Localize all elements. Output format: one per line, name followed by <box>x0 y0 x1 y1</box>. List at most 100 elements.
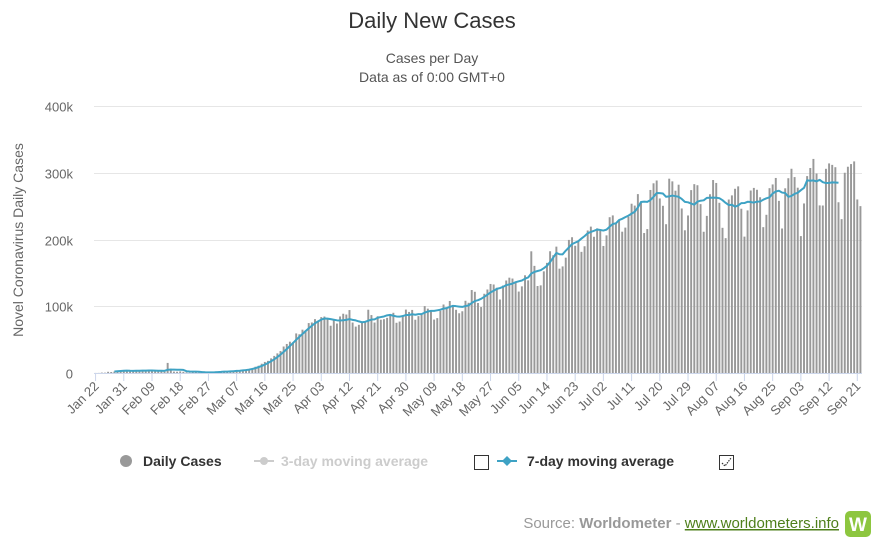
daily-case-bar[interactable] <box>455 309 458 373</box>
daily-case-bar[interactable] <box>361 322 363 373</box>
daily-case-bar[interactable] <box>110 372 113 373</box>
daily-case-bar[interactable] <box>574 245 577 373</box>
daily-case-bar[interactable] <box>567 239 570 373</box>
daily-case-bar[interactable] <box>589 226 592 373</box>
daily-case-bar[interactable] <box>658 198 661 373</box>
daily-case-bar[interactable] <box>693 184 696 373</box>
daily-case-bar[interactable] <box>163 371 166 373</box>
daily-case-bar[interactable] <box>267 360 269 373</box>
daily-case-bar[interactable] <box>464 300 467 373</box>
daily-case-bar[interactable] <box>342 313 345 373</box>
daily-case-bar[interactable] <box>749 190 752 373</box>
daily-case-bar[interactable] <box>608 217 611 373</box>
daily-case-bar[interactable] <box>113 371 116 373</box>
daily-case-bar[interactable] <box>536 286 539 373</box>
daily-case-bar[interactable] <box>734 188 737 373</box>
daily-case-bar[interactable] <box>307 323 310 373</box>
daily-case-bar[interactable] <box>514 282 517 373</box>
daily-case-bar[interactable] <box>332 320 335 373</box>
daily-case-bar[interactable] <box>245 369 247 373</box>
daily-case-bar[interactable] <box>517 291 520 373</box>
daily-case-bar[interactable] <box>345 314 348 373</box>
daily-case-bar[interactable] <box>408 311 410 373</box>
seven-day-toggle-checkbox[interactable] <box>719 455 734 470</box>
daily-case-bar[interactable] <box>314 319 316 373</box>
daily-case-bar[interactable] <box>768 188 771 373</box>
daily-case-bar[interactable] <box>677 184 680 373</box>
daily-case-bar[interactable] <box>480 307 483 373</box>
daily-case-bar[interactable] <box>241 370 244 373</box>
daily-case-bar[interactable] <box>185 372 188 373</box>
daily-case-bar[interactable] <box>329 325 332 373</box>
daily-case-bar[interactable] <box>508 277 511 373</box>
daily-case-bar[interactable] <box>668 178 671 373</box>
daily-case-bar[interactable] <box>445 307 448 373</box>
daily-case-bar[interactable] <box>433 319 436 373</box>
daily-case-bar[interactable] <box>571 237 574 373</box>
daily-case-bar[interactable] <box>317 321 320 373</box>
daily-case-bar[interactable] <box>721 227 724 373</box>
daily-case-bar[interactable] <box>803 203 805 373</box>
daily-case-bar[interactable] <box>809 168 812 373</box>
daily-case-bar[interactable] <box>687 215 689 373</box>
daily-case-bar[interactable] <box>379 319 382 373</box>
daily-case-bar[interactable] <box>542 271 545 373</box>
daily-case-bar[interactable] <box>602 245 605 373</box>
daily-case-bar[interactable] <box>640 202 642 373</box>
daily-case-bar[interactable] <box>492 284 495 373</box>
daily-case-bar[interactable] <box>737 186 740 373</box>
daily-case-bar[interactable] <box>194 372 197 373</box>
daily-case-bar[interactable] <box>320 317 323 373</box>
daily-case-bar[interactable] <box>661 205 664 373</box>
daily-case-bar[interactable] <box>702 231 705 373</box>
daily-case-bar[interactable] <box>743 236 746 373</box>
daily-case-bar[interactable] <box>141 370 144 373</box>
daily-case-bar[interactable] <box>326 319 329 373</box>
daily-case-bar[interactable] <box>828 163 831 373</box>
daily-case-bar[interactable] <box>674 190 677 373</box>
daily-case-bar[interactable] <box>665 224 668 373</box>
daily-case-bar[interactable] <box>483 293 486 373</box>
daily-case-bar[interactable] <box>135 370 138 373</box>
daily-case-bar[interactable] <box>777 200 780 373</box>
daily-case-bar[interactable] <box>436 318 439 373</box>
daily-case-bar[interactable] <box>138 370 141 373</box>
daily-case-bar[interactable] <box>821 205 824 373</box>
daily-case-bar[interactable] <box>580 251 583 373</box>
daily-case-bar[interactable] <box>157 371 160 373</box>
daily-case-bar[interactable] <box>558 268 561 373</box>
daily-case-bar[interactable] <box>856 199 859 373</box>
daily-case-bar[interactable] <box>859 206 862 374</box>
daily-case-bar[interactable] <box>254 366 257 373</box>
daily-case-bar[interactable] <box>273 355 276 373</box>
source-link[interactable]: www.worldometers.info <box>684 515 839 532</box>
daily-case-bar[interactable] <box>104 372 106 374</box>
daily-case-bar[interactable] <box>533 265 536 373</box>
daily-case-bar[interactable] <box>147 370 150 373</box>
daily-case-bar[interactable] <box>552 255 555 373</box>
daily-case-bar[interactable] <box>586 230 589 373</box>
legend-item-3-day-average[interactable]: 3-day moving average <box>254 453 489 470</box>
daily-case-bar[interactable] <box>420 314 423 373</box>
daily-case-bar[interactable] <box>263 361 266 373</box>
daily-case-bar[interactable] <box>292 342 295 373</box>
daily-case-bar[interactable] <box>160 371 163 373</box>
daily-case-bar[interactable] <box>715 182 718 373</box>
daily-case-bar[interactable] <box>636 194 639 373</box>
daily-case-bar[interactable] <box>279 351 282 373</box>
daily-case-bar[interactable] <box>690 190 693 373</box>
daily-case-bar[interactable] <box>448 300 451 373</box>
daily-case-bar[interactable] <box>430 310 432 373</box>
daily-case-bar[interactable] <box>561 266 564 373</box>
daily-case-bar[interactable] <box>470 290 473 373</box>
daily-case-bar[interactable] <box>198 372 200 374</box>
daily-case-bar[interactable] <box>411 309 414 373</box>
daily-case-bar[interactable] <box>107 371 110 373</box>
daily-case-bar[interactable] <box>404 309 407 373</box>
daily-case-bar[interactable] <box>260 363 263 373</box>
daily-case-bar[interactable] <box>125 370 128 373</box>
daily-case-bar[interactable] <box>282 346 285 374</box>
daily-case-bar[interactable] <box>790 168 793 373</box>
daily-case-bar[interactable] <box>618 220 621 373</box>
daily-case-bar[interactable] <box>520 286 523 373</box>
